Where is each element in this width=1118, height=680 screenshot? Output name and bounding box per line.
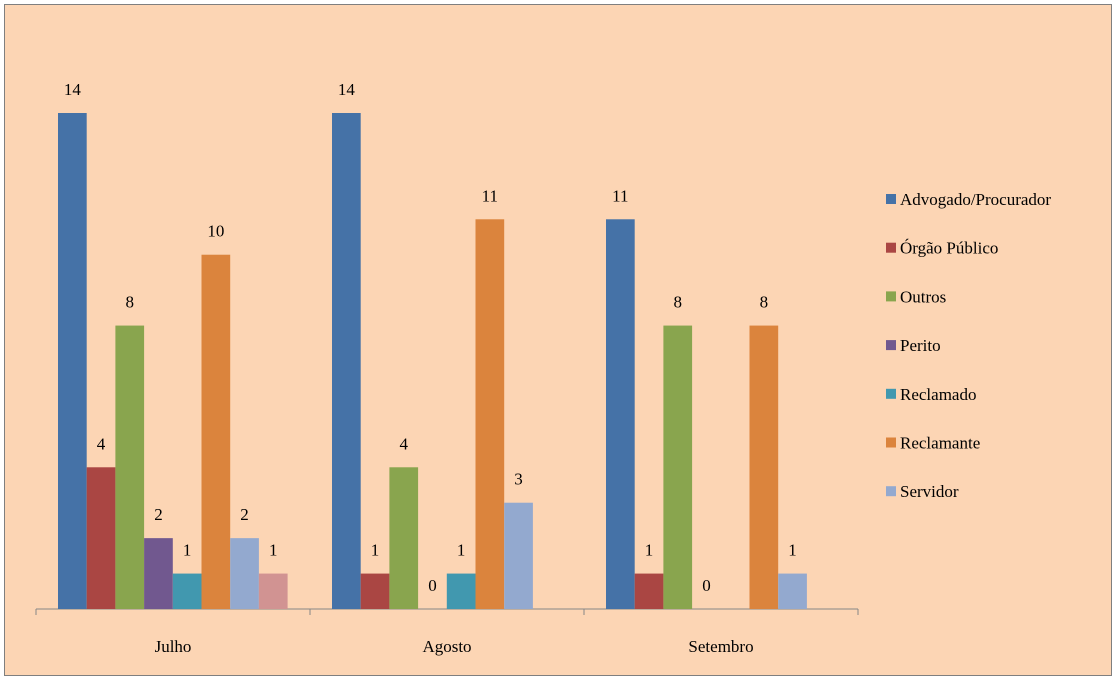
bar [115, 325, 145, 609]
bar [475, 219, 505, 610]
bar [172, 573, 202, 609]
chart-area [4, 4, 1112, 676]
legend-label: Reclamado [900, 385, 976, 404]
x-tick-label: Agosto [422, 637, 471, 656]
legend-swatch [886, 388, 896, 399]
data-label: 2 [240, 505, 249, 524]
data-label: 3 [514, 470, 523, 489]
data-label: 1 [183, 541, 192, 560]
data-label: 1 [371, 541, 380, 560]
x-tick-label: Setembro [688, 637, 753, 656]
bar [258, 573, 288, 609]
bar [58, 113, 87, 609]
legend-swatch [886, 291, 896, 302]
legend-label: Perito [900, 336, 941, 355]
bar [504, 502, 533, 609]
data-label: 2 [154, 505, 163, 524]
data-label: 1 [269, 541, 278, 560]
bar [446, 573, 476, 609]
bar [389, 467, 419, 609]
legend-swatch [886, 194, 896, 204]
data-label: 8 [760, 293, 769, 312]
bar [230, 538, 259, 609]
legend-swatch [886, 486, 896, 497]
bar [144, 538, 173, 609]
data-label: 4 [400, 434, 409, 453]
legend-swatch [886, 340, 896, 351]
bar [749, 325, 779, 609]
bar [86, 467, 116, 609]
bar [606, 219, 635, 610]
bar [663, 325, 693, 609]
data-label: 8 [674, 293, 683, 312]
data-label: 14 [338, 80, 356, 99]
legend-label: Reclamante [900, 434, 980, 453]
legend-label: Órgão Público [900, 239, 998, 258]
legend-label: Outros [900, 287, 946, 306]
legend-label: Servidor [900, 482, 959, 501]
data-label: 11 [482, 186, 498, 205]
bar [332, 113, 361, 609]
x-tick-label: Julho [155, 637, 192, 656]
legend-swatch [886, 242, 896, 253]
data-label: 11 [612, 186, 628, 205]
data-label: 1 [645, 541, 654, 560]
data-label: 1 [788, 541, 797, 560]
data-label: 10 [207, 222, 224, 241]
data-label: 0 [702, 576, 711, 595]
data-label: 8 [126, 293, 135, 312]
data-label: 14 [64, 80, 82, 99]
data-label: 0 [428, 576, 437, 595]
bar [201, 254, 231, 609]
data-label: 1 [457, 541, 466, 560]
bar [634, 573, 664, 609]
legend-label: Advogado/Procurador [900, 190, 1051, 209]
bar [778, 573, 807, 609]
bar [360, 573, 390, 609]
legend-swatch [886, 437, 896, 448]
data-label: 4 [97, 434, 106, 453]
